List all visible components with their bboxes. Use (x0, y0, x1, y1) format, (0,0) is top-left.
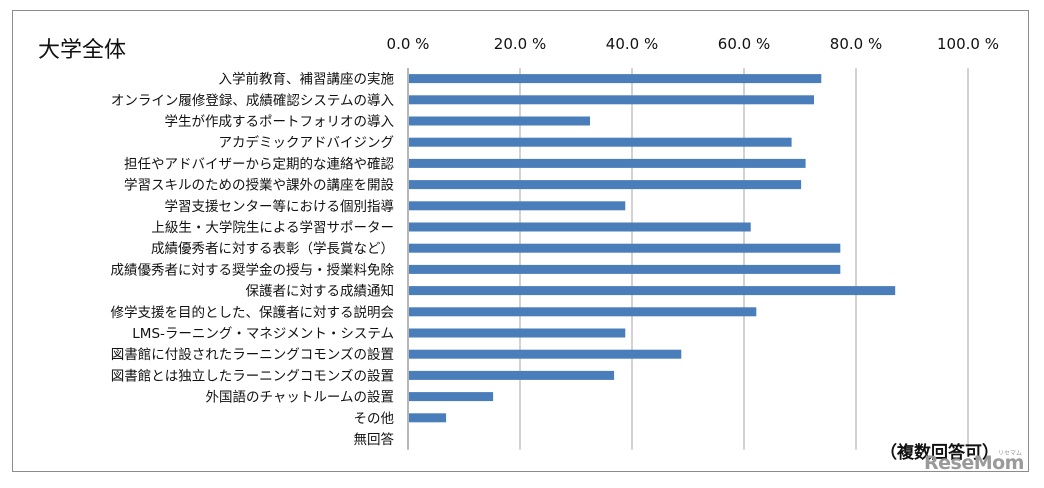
x-tick-label: 40.0 % (606, 35, 658, 53)
multiple-answer-note: （複数回答可） (880, 443, 999, 463)
category-label: 修学支援を目的とした、保護者に対する説明会 (111, 305, 395, 321)
category-label: 学習支援センター等における個別指導 (165, 198, 395, 215)
category-label: その他 (354, 411, 395, 427)
category-label: 学生が作成するポートフォリオの導入 (165, 114, 395, 130)
category-label: 図書館に付設されたラーニングコモンズの設置 (111, 347, 394, 363)
watermark-small-text: リセマム (998, 450, 1023, 457)
x-tick-label: 80.0 % (830, 35, 882, 53)
category-label: オンライン履修登録、成績確認システムの導入 (111, 93, 395, 109)
x-tick-label: 100.0 % (937, 35, 999, 53)
bar (409, 201, 626, 211)
x-tick-label: 20.0 % (494, 35, 546, 53)
bar (409, 413, 447, 423)
category-label: 無回答 (354, 431, 395, 448)
bar (409, 349, 682, 359)
bar (409, 307, 757, 317)
bar (409, 328, 626, 338)
category-label: 学習スキルのための授業や課外の講座を開設 (124, 178, 394, 194)
bar (409, 95, 814, 105)
category-label: LMS-ラーニング・マネジメント・システム (132, 326, 394, 342)
resemom-watermark: ReseMom (924, 452, 1024, 474)
category-label: 外国語のチャットルームの設置 (206, 389, 394, 406)
category-label: 図書館とは独立したラーニングコモンズの設置 (111, 368, 394, 384)
bar (409, 392, 494, 402)
chart-title: 大学全体 (38, 38, 127, 63)
category-label: 成績優秀者に対する表彰（学長賞など） (151, 240, 394, 257)
bar (409, 286, 896, 296)
category-label: 担任やアドバイザーから定期的な連絡や確認 (124, 156, 394, 172)
bar (409, 137, 792, 147)
bar (409, 180, 802, 190)
bar (409, 158, 806, 168)
bar (409, 116, 590, 126)
bar (409, 74, 822, 84)
bar (409, 243, 841, 253)
bar (409, 222, 751, 232)
x-tick-label: 60.0 % (718, 35, 770, 53)
category-label: 入学前教育、補習講座の実施 (219, 71, 395, 88)
category-label: 成績優秀者に対する奨学金の授与・授業料免除 (111, 262, 395, 278)
bar (409, 264, 841, 274)
category-label: 上級生・大学院生による学習サポーター (151, 220, 394, 236)
bar (409, 370, 615, 380)
x-tick-label: 0.0 % (387, 35, 430, 53)
category-label: 保護者に対する成績通知 (246, 283, 395, 300)
category-label: アカデミックアドバイジング (219, 134, 395, 151)
